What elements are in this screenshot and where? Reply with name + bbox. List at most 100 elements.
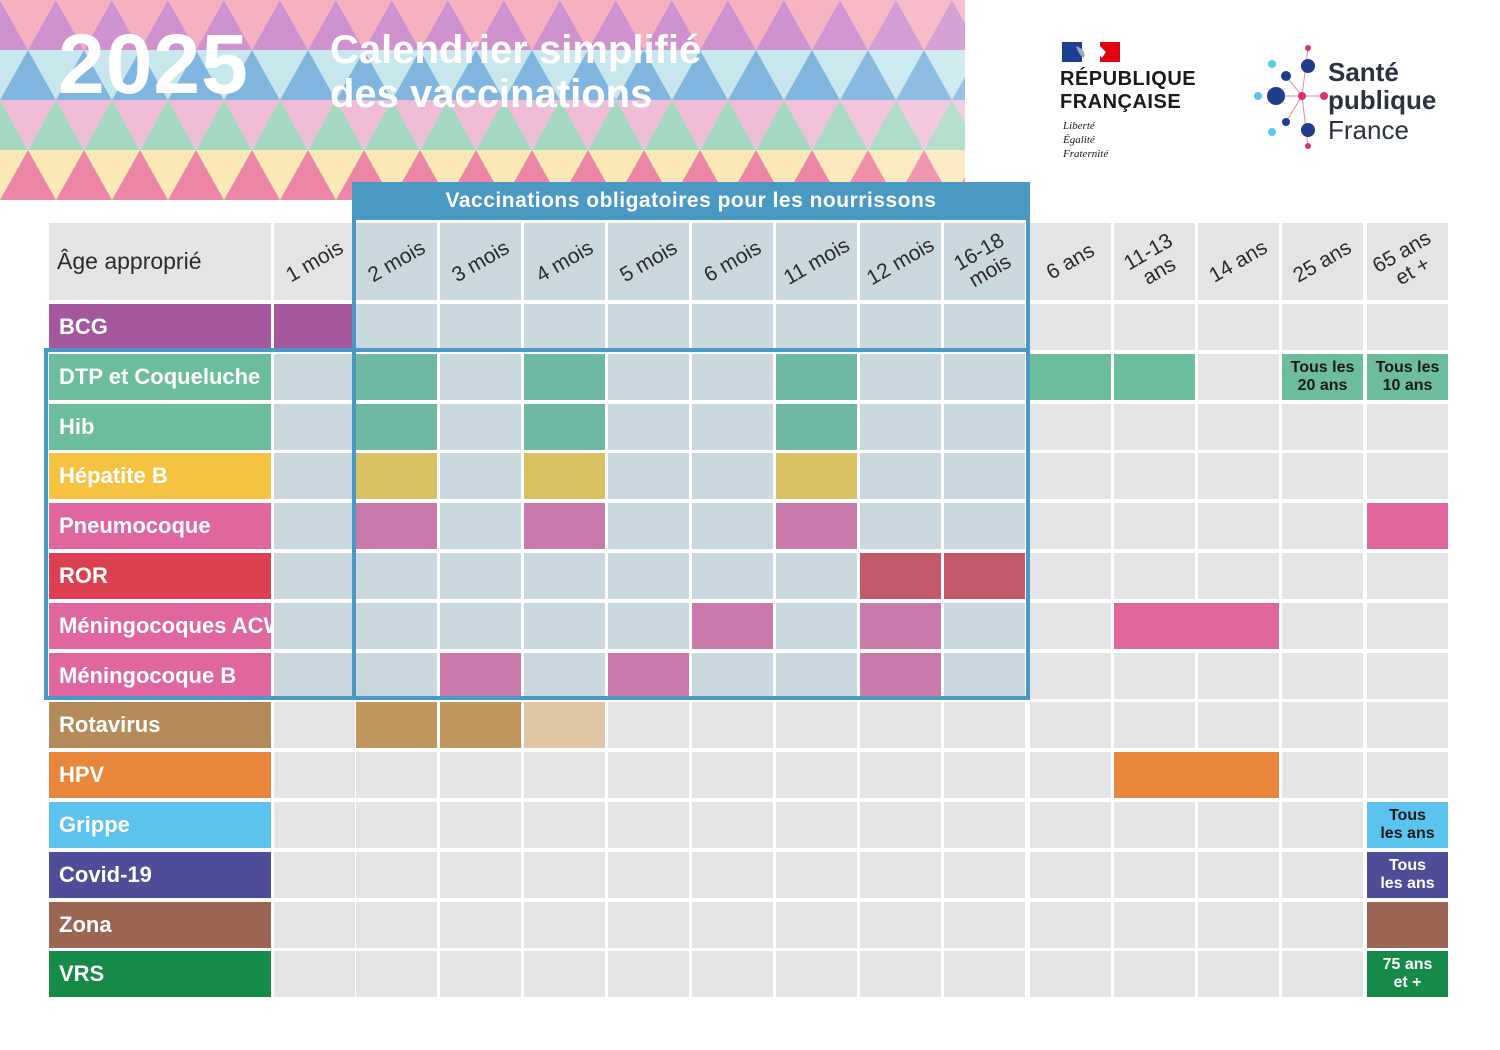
empty-slot [944,653,1025,699]
banner-triangle [252,150,308,200]
column-header: 1 mois [274,223,355,300]
empty-slot [776,304,857,350]
banner-triangle [392,100,448,150]
vaccine-row-label: HPV [49,752,271,798]
column-header: 3 mois [440,223,521,300]
empty-slot [1030,852,1111,898]
empty-slot [1030,404,1111,450]
vaccine-row-label: BCG [49,304,271,350]
banner-triangle [700,150,756,200]
empty-slot [1282,603,1363,649]
rf-name-line-2: FRANÇAISE [1060,91,1182,113]
vaccine-row-label: VRS [49,951,271,997]
spf-line-3: France [1328,115,1409,145]
vaccination-slot [1030,354,1111,400]
column-header-label: 6 mois [699,235,765,287]
banner-triangle [280,50,336,100]
banner-triangle [28,50,84,100]
empty-slot [860,902,941,948]
banner-triangle [56,100,112,150]
empty-slot [1198,304,1279,350]
banner-triangle [420,100,476,150]
rf-motto-2: Égalité [1063,134,1095,146]
empty-slot [776,752,857,798]
empty-slot [1367,304,1448,350]
banner-triangle [420,50,476,100]
banner-triangle [168,100,224,150]
column-header: 6 ans [1030,223,1111,300]
banner-triangle [196,0,252,50]
banner-triangle [308,150,364,200]
vaccination-slot [608,653,689,699]
banner-triangle [924,50,965,100]
empty-slot [274,503,355,549]
vaccination-note: Tous les ans [1367,802,1448,848]
empty-slot [860,702,941,748]
banner-triangle [420,150,476,200]
mandatory-vaccinations-header: Vaccinations obligatoires pour les nourr… [352,182,1030,220]
banner-triangle [700,0,756,50]
banner-triangle [868,150,924,200]
vaccination-note: Tous les 20 ans [1282,354,1363,400]
banner-triangle [896,50,952,100]
column-header: 16-18 mois [944,223,1025,300]
empty-slot [692,653,773,699]
empty-slot [1030,702,1111,748]
vaccination-slot [692,603,773,649]
banner-triangle [728,0,784,50]
empty-slot [1282,653,1363,699]
empty-slot [1114,951,1195,997]
vaccination-slot [1114,752,1279,798]
banner-triangle [504,100,560,150]
age-column-header: Âge approprié [49,223,271,300]
empty-slot [692,503,773,549]
marianne-flag-icon [1062,42,1120,62]
empty-slot [608,453,689,499]
page-title: Calendrier simplifié des vaccinations [330,28,790,116]
banner-triangle [616,0,672,50]
empty-slot [608,802,689,848]
empty-slot [944,702,1025,748]
banner-triangle [112,100,168,150]
empty-slot [1198,503,1279,549]
vaccination-slot [860,603,941,649]
banner-triangle [560,100,616,150]
empty-slot [1367,553,1448,599]
empty-slot [524,852,605,898]
vaccination-slot [524,354,605,400]
empty-slot [1198,951,1279,997]
empty-slot [1282,503,1363,549]
banner-triangle [728,50,784,100]
vaccine-row-label: Zona [49,902,271,948]
empty-slot [608,852,689,898]
empty-slot [356,852,437,898]
vaccination-slot [1114,603,1279,649]
empty-slot [1198,702,1279,748]
empty-slot [1198,553,1279,599]
banner-triangle [588,50,644,100]
vaccination-slot [860,553,941,599]
empty-slot [524,603,605,649]
empty-slot [1198,802,1279,848]
empty-slot [356,304,437,350]
empty-slot [356,603,437,649]
banner-triangle [756,50,812,100]
banner-triangle [392,50,448,100]
banner-triangle [0,0,56,50]
empty-slot [1367,404,1448,450]
empty-slot [1030,304,1111,350]
vaccination-slot [356,453,437,499]
column-header: 11 mois [776,223,857,300]
vaccination-slot [356,702,437,748]
empty-slot [692,951,773,997]
vaccination-slot [776,404,857,450]
vaccination-slot [524,453,605,499]
column-header: 65 ans et + [1367,223,1448,300]
vaccination-slot [440,702,521,748]
column-header-label: 2 mois [363,235,429,287]
empty-slot [1198,653,1279,699]
empty-slot [860,453,941,499]
banner-triangle [196,50,252,100]
empty-slot [274,354,355,400]
vaccination-slot [356,354,437,400]
